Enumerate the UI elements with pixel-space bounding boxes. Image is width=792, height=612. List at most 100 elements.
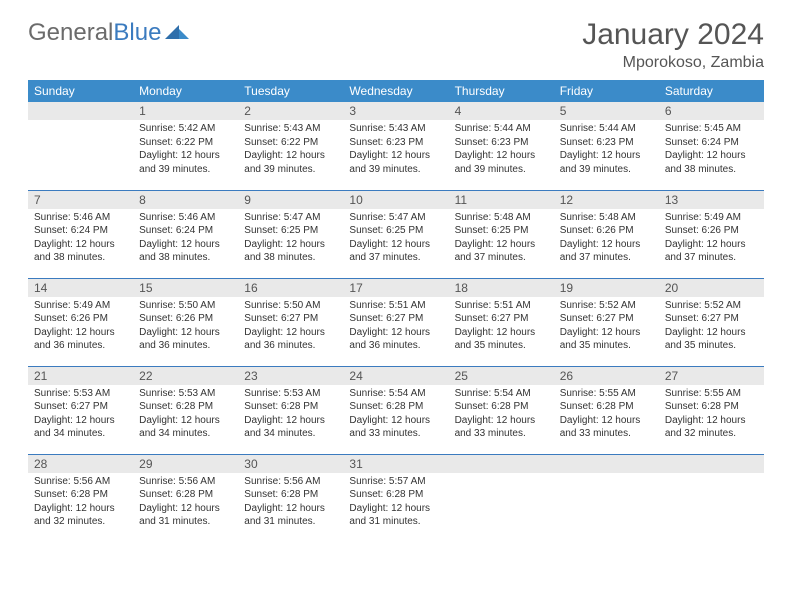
calendar-day-cell: 25Sunrise: 5:54 AMSunset: 6:28 PMDayligh… (449, 366, 554, 454)
day-details: Sunrise: 5:53 AMSunset: 6:27 PMDaylight:… (28, 385, 133, 445)
calendar-day-cell: 23Sunrise: 5:53 AMSunset: 6:28 PMDayligh… (238, 366, 343, 454)
logo: GeneralBlue (28, 18, 191, 48)
day-details: Sunrise: 5:56 AMSunset: 6:28 PMDaylight:… (238, 473, 343, 533)
location: Mporokoso, Zambia (582, 54, 764, 72)
day-number: 30 (238, 455, 343, 473)
day-details (659, 473, 764, 523)
calendar-day-cell: 21Sunrise: 5:53 AMSunset: 6:27 PMDayligh… (28, 366, 133, 454)
calendar-week-row: 1Sunrise: 5:42 AMSunset: 6:22 PMDaylight… (28, 102, 764, 190)
day-number (659, 455, 764, 473)
day-number: 7 (28, 191, 133, 209)
calendar-week-row: 14Sunrise: 5:49 AMSunset: 6:26 PMDayligh… (28, 278, 764, 366)
weekday-header: Wednesday (343, 80, 448, 102)
calendar-day-cell: 29Sunrise: 5:56 AMSunset: 6:28 PMDayligh… (133, 454, 238, 542)
day-details: Sunrise: 5:42 AMSunset: 6:22 PMDaylight:… (133, 120, 238, 180)
day-number (554, 455, 659, 473)
day-details (554, 473, 659, 523)
day-number: 24 (343, 367, 448, 385)
day-details: Sunrise: 5:44 AMSunset: 6:23 PMDaylight:… (449, 120, 554, 180)
calendar-day-cell: 13Sunrise: 5:49 AMSunset: 6:26 PMDayligh… (659, 190, 764, 278)
calendar-week-row: 21Sunrise: 5:53 AMSunset: 6:27 PMDayligh… (28, 366, 764, 454)
logo-mark-icon (165, 20, 191, 48)
day-details: Sunrise: 5:55 AMSunset: 6:28 PMDaylight:… (659, 385, 764, 445)
calendar-table: Sunday Monday Tuesday Wednesday Thursday… (28, 80, 764, 542)
calendar-day-cell: 18Sunrise: 5:51 AMSunset: 6:27 PMDayligh… (449, 278, 554, 366)
calendar-day-cell: 16Sunrise: 5:50 AMSunset: 6:27 PMDayligh… (238, 278, 343, 366)
calendar-day-cell: 5Sunrise: 5:44 AMSunset: 6:23 PMDaylight… (554, 102, 659, 190)
day-details: Sunrise: 5:46 AMSunset: 6:24 PMDaylight:… (28, 209, 133, 269)
day-details: Sunrise: 5:57 AMSunset: 6:28 PMDaylight:… (343, 473, 448, 533)
day-number: 8 (133, 191, 238, 209)
logo-text-gray: General (28, 19, 113, 47)
day-details: Sunrise: 5:56 AMSunset: 6:28 PMDaylight:… (133, 473, 238, 533)
calendar-day-cell: 3Sunrise: 5:43 AMSunset: 6:23 PMDaylight… (343, 102, 448, 190)
day-number: 21 (28, 367, 133, 385)
day-details: Sunrise: 5:55 AMSunset: 6:28 PMDaylight:… (554, 385, 659, 445)
day-number: 10 (343, 191, 448, 209)
calendar-day-cell: 22Sunrise: 5:53 AMSunset: 6:28 PMDayligh… (133, 366, 238, 454)
day-number: 13 (659, 191, 764, 209)
day-details (28, 120, 133, 170)
calendar-body: 1Sunrise: 5:42 AMSunset: 6:22 PMDaylight… (28, 102, 764, 542)
day-number: 23 (238, 367, 343, 385)
calendar-week-row: 28Sunrise: 5:56 AMSunset: 6:28 PMDayligh… (28, 454, 764, 542)
day-details: Sunrise: 5:51 AMSunset: 6:27 PMDaylight:… (449, 297, 554, 357)
day-number: 14 (28, 279, 133, 297)
calendar-day-cell: 12Sunrise: 5:48 AMSunset: 6:26 PMDayligh… (554, 190, 659, 278)
weekday-header: Friday (554, 80, 659, 102)
day-details: Sunrise: 5:52 AMSunset: 6:27 PMDaylight:… (659, 297, 764, 357)
calendar-day-cell: 14Sunrise: 5:49 AMSunset: 6:26 PMDayligh… (28, 278, 133, 366)
calendar-day-cell: 19Sunrise: 5:52 AMSunset: 6:27 PMDayligh… (554, 278, 659, 366)
weekday-header: Thursday (449, 80, 554, 102)
day-details: Sunrise: 5:44 AMSunset: 6:23 PMDaylight:… (554, 120, 659, 180)
day-details: Sunrise: 5:54 AMSunset: 6:28 PMDaylight:… (449, 385, 554, 445)
calendar-day-cell: 24Sunrise: 5:54 AMSunset: 6:28 PMDayligh… (343, 366, 448, 454)
weekday-header: Tuesday (238, 80, 343, 102)
month-title: January 2024 (582, 18, 764, 52)
weekday-header: Saturday (659, 80, 764, 102)
day-details: Sunrise: 5:43 AMSunset: 6:22 PMDaylight:… (238, 120, 343, 180)
day-number: 20 (659, 279, 764, 297)
day-details (449, 473, 554, 523)
calendar-day-cell: 4Sunrise: 5:44 AMSunset: 6:23 PMDaylight… (449, 102, 554, 190)
calendar-day-cell: 26Sunrise: 5:55 AMSunset: 6:28 PMDayligh… (554, 366, 659, 454)
day-details: Sunrise: 5:46 AMSunset: 6:24 PMDaylight:… (133, 209, 238, 269)
weekday-header: Monday (133, 80, 238, 102)
day-number: 6 (659, 102, 764, 120)
day-details: Sunrise: 5:53 AMSunset: 6:28 PMDaylight:… (133, 385, 238, 445)
day-number: 19 (554, 279, 659, 297)
day-number: 29 (133, 455, 238, 473)
logo-text-blue: Blue (113, 19, 161, 47)
day-number: 12 (554, 191, 659, 209)
calendar-week-row: 7Sunrise: 5:46 AMSunset: 6:24 PMDaylight… (28, 190, 764, 278)
calendar-day-cell: 10Sunrise: 5:47 AMSunset: 6:25 PMDayligh… (343, 190, 448, 278)
day-number: 18 (449, 279, 554, 297)
day-number: 17 (343, 279, 448, 297)
day-number: 15 (133, 279, 238, 297)
weekday-header-row: Sunday Monday Tuesday Wednesday Thursday… (28, 80, 764, 102)
day-number: 26 (554, 367, 659, 385)
calendar-day-cell (449, 454, 554, 542)
day-number: 1 (133, 102, 238, 120)
day-details: Sunrise: 5:47 AMSunset: 6:25 PMDaylight:… (238, 209, 343, 269)
calendar-day-cell: 11Sunrise: 5:48 AMSunset: 6:25 PMDayligh… (449, 190, 554, 278)
day-details: Sunrise: 5:49 AMSunset: 6:26 PMDaylight:… (659, 209, 764, 269)
day-number: 28 (28, 455, 133, 473)
calendar-day-cell (554, 454, 659, 542)
calendar-day-cell: 17Sunrise: 5:51 AMSunset: 6:27 PMDayligh… (343, 278, 448, 366)
day-details: Sunrise: 5:50 AMSunset: 6:26 PMDaylight:… (133, 297, 238, 357)
day-details: Sunrise: 5:56 AMSunset: 6:28 PMDaylight:… (28, 473, 133, 533)
day-number: 31 (343, 455, 448, 473)
calendar-day-cell: 31Sunrise: 5:57 AMSunset: 6:28 PMDayligh… (343, 454, 448, 542)
day-number: 5 (554, 102, 659, 120)
calendar-day-cell (28, 102, 133, 190)
day-number: 4 (449, 102, 554, 120)
calendar-day-cell: 20Sunrise: 5:52 AMSunset: 6:27 PMDayligh… (659, 278, 764, 366)
calendar-day-cell: 30Sunrise: 5:56 AMSunset: 6:28 PMDayligh… (238, 454, 343, 542)
day-details: Sunrise: 5:54 AMSunset: 6:28 PMDaylight:… (343, 385, 448, 445)
day-details: Sunrise: 5:50 AMSunset: 6:27 PMDaylight:… (238, 297, 343, 357)
day-details: Sunrise: 5:49 AMSunset: 6:26 PMDaylight:… (28, 297, 133, 357)
calendar-day-cell: 9Sunrise: 5:47 AMSunset: 6:25 PMDaylight… (238, 190, 343, 278)
day-details: Sunrise: 5:47 AMSunset: 6:25 PMDaylight:… (343, 209, 448, 269)
calendar-day-cell: 28Sunrise: 5:56 AMSunset: 6:28 PMDayligh… (28, 454, 133, 542)
